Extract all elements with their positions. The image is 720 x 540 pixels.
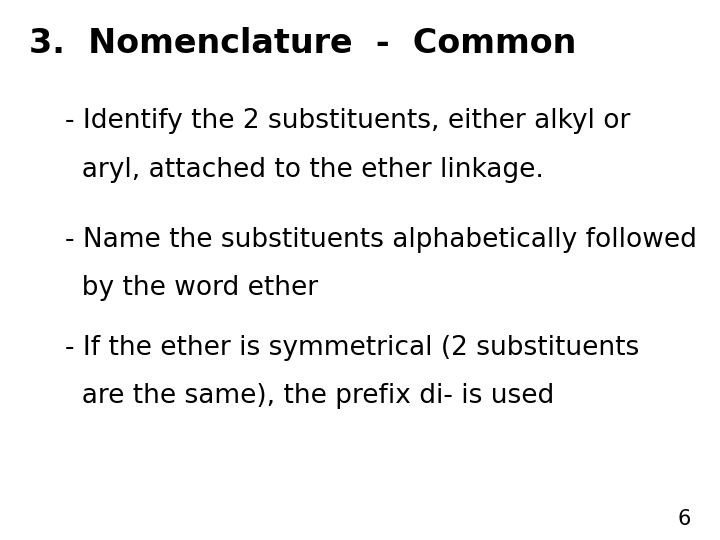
Text: aryl, attached to the ether linkage.: aryl, attached to the ether linkage.	[65, 157, 544, 183]
Text: are the same), the prefix di- is used: are the same), the prefix di- is used	[65, 383, 554, 409]
Text: 3.  Nomenclature  -  Common: 3. Nomenclature - Common	[29, 27, 576, 60]
Text: 6: 6	[678, 509, 691, 529]
Text: - Name the substituents alphabetically followed: - Name the substituents alphabetically f…	[65, 227, 697, 253]
Text: - If the ether is symmetrical (2 substituents: - If the ether is symmetrical (2 substit…	[65, 335, 639, 361]
Text: - Identify the 2 substituents, either alkyl or: - Identify the 2 substituents, either al…	[65, 108, 630, 134]
Text: by the word ether: by the word ether	[65, 275, 318, 301]
